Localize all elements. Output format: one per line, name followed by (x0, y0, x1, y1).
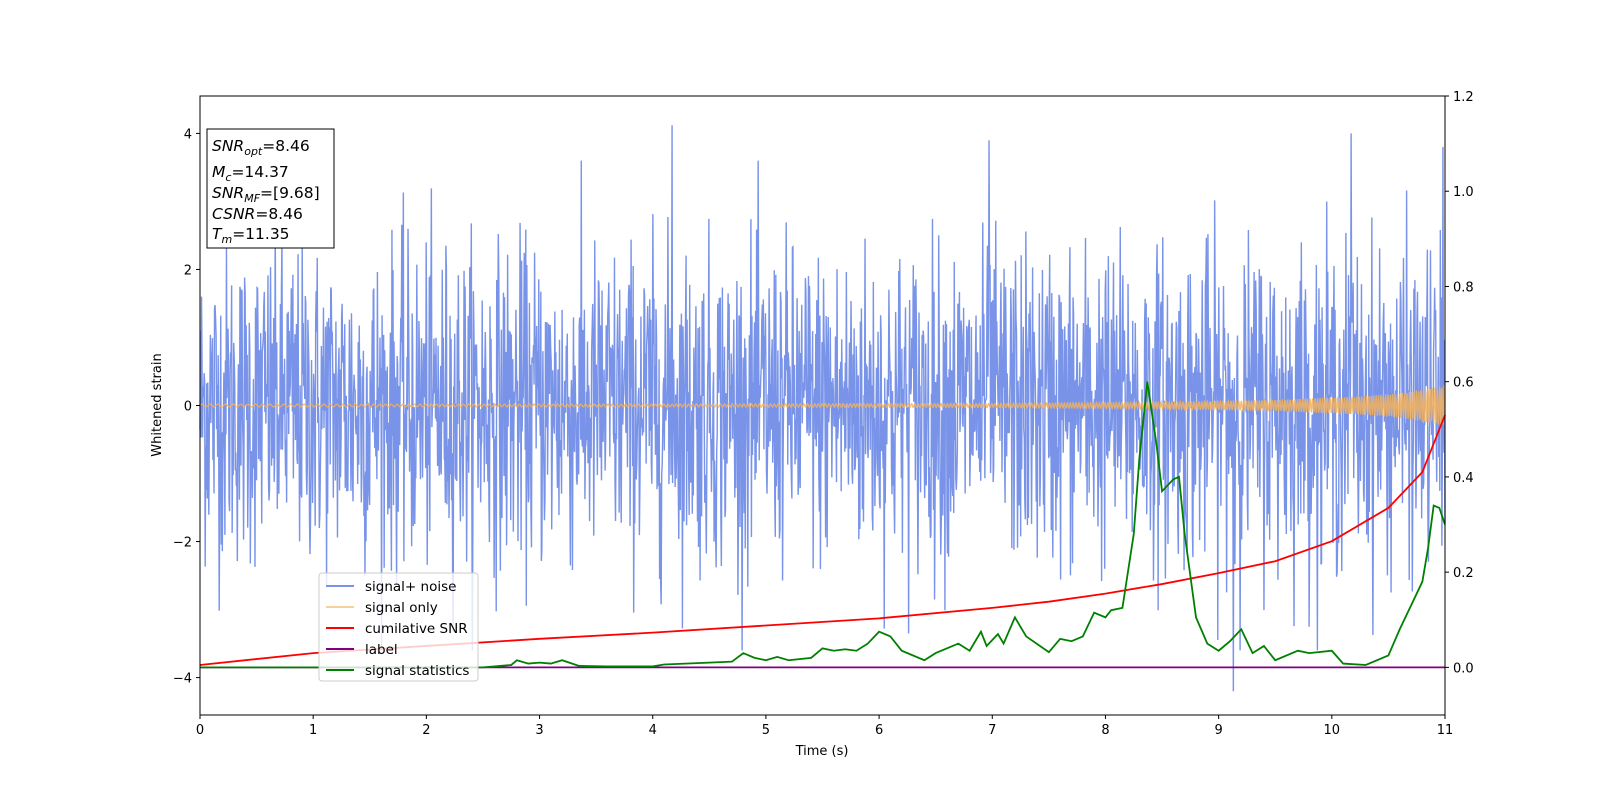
stat-tm-value: =11.35 (232, 225, 289, 243)
legend-frame (318, 572, 479, 682)
legend-item-signal-plus-noise-label: signal+ noise (365, 579, 456, 595)
stat-csnr: CSNR=8.46 (212, 205, 303, 223)
stat-csnr-value: =8.46 (255, 205, 303, 223)
y-left-tick-label: −2 (173, 536, 192, 551)
stat-snr-mf: SNRMF=[9.68] (212, 184, 320, 205)
series-signal-plus-noise-line (199, 125, 1446, 692)
stat-mc: Mc=14.37 (212, 163, 289, 184)
x-tick-label: 6 (875, 723, 883, 738)
stat-mc-label: M (212, 163, 225, 181)
series-cumulative-snr-line (199, 414, 1446, 666)
y-right-tick-label: 1.2 (1453, 90, 1474, 105)
legend-item-signal-statistics-label: signal statistics (365, 663, 469, 679)
x-tick-label: 8 (1101, 723, 1109, 738)
y-left-tick-label: 4 (184, 127, 192, 142)
series-signal-statistics-line (200, 381, 1446, 669)
stats-box-frame (206, 128, 335, 249)
x-tick-label: 5 (762, 723, 770, 738)
stat-snr-opt-label: SNR (212, 137, 244, 155)
y-right-tick-label: 0.8 (1453, 280, 1474, 295)
x-tick-label: 4 (649, 723, 657, 738)
stat-snr-mf-sub: MF (244, 192, 260, 205)
series-signal-only-line (199, 385, 1446, 425)
stat-csnr-label: CSNR (212, 205, 255, 223)
x-axis-label: Time (s) (795, 744, 849, 759)
x-tick-label: 3 (535, 723, 543, 738)
x-tick-label: 2 (422, 723, 430, 738)
stat-tm: Tm=11.35 (212, 225, 290, 246)
y-right-tick-label: 0.6 (1453, 376, 1474, 391)
stats-box: SNRopt=8.46 Mc=14.37 SNRMF=[9.68] CSNR=8… (206, 128, 335, 249)
axes-layer: 0 1 2 3 4 5 6 7 8 9 10 11 −4 −2 0 2 4 0.0 0.2 0.4 0.6 0.8 1.0 1… (173, 90, 1474, 738)
stat-snr-mf-label: SNR (212, 184, 244, 202)
legend-item-cumulative-snr-label: cumilative SNR (365, 621, 468, 637)
y-axis-label: Whitened strain (150, 353, 165, 456)
legend: signal+ noise signal only cumilative SNR la… (318, 572, 479, 682)
y-right-tick-label: 0.2 (1453, 566, 1474, 581)
x-tick-label: 1 (309, 723, 317, 738)
y-left-tick-label: −4 (173, 672, 192, 687)
x-tick-label: 9 (1214, 723, 1222, 738)
y-left-tick-label: 2 (184, 263, 192, 278)
stat-mc-value: =14.37 (231, 163, 288, 181)
stat-mc-sub: c (225, 171, 231, 184)
y-right-tick-label: 1.0 (1453, 185, 1474, 200)
stat-snr-mf-value: =[9.68] (260, 184, 320, 202)
legend-item-label-label: label (365, 642, 398, 658)
stat-tm-sub: m (221, 233, 232, 246)
stat-snr-opt-sub: opt (244, 145, 263, 158)
stat-snr-opt-value: =8.46 (262, 137, 310, 155)
stat-tm-label: T (212, 225, 223, 243)
y-right-tick-label: 0.4 (1453, 471, 1474, 486)
x-tick-label: 0 (196, 723, 204, 738)
x-tick-label: 7 (988, 723, 996, 738)
y-right-tick-label: 0.0 (1453, 661, 1474, 676)
stat-snr-opt: SNRopt=8.46 (212, 137, 310, 158)
x-tick-label: 10 (1324, 723, 1341, 738)
y-left-tick-label: 0 (184, 400, 192, 415)
x-tick-label: 11 (1437, 723, 1454, 738)
legend-item-signal-only-label: signal only (365, 600, 438, 616)
